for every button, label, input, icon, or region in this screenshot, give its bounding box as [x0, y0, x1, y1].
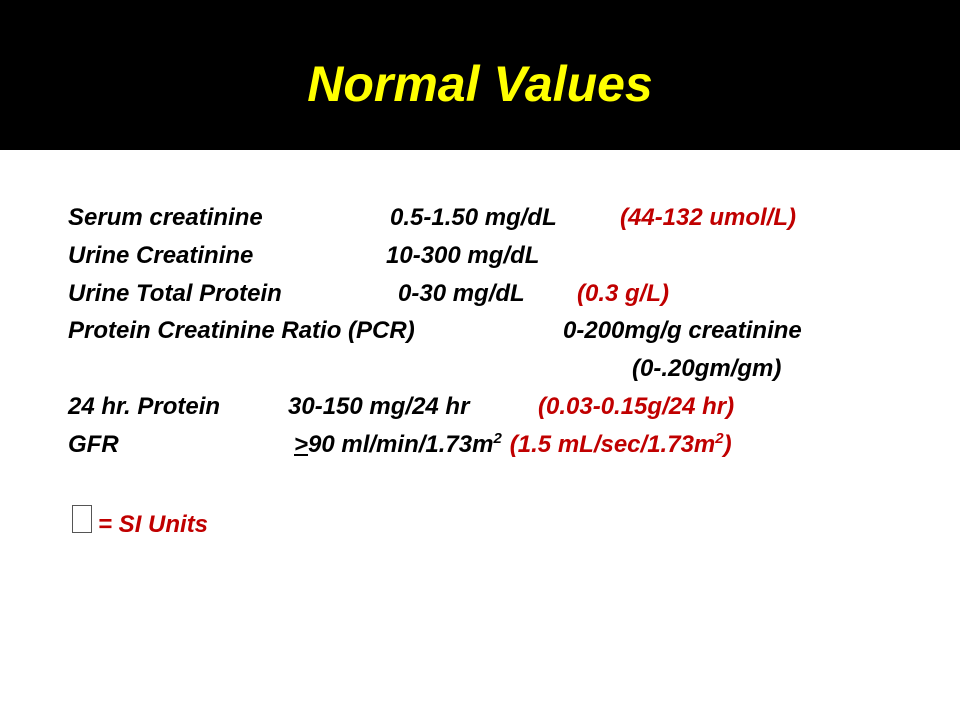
row-value: 0-200mg/g creatinine [563, 317, 802, 344]
row-value: 90 ml/min/1.73m [308, 431, 494, 458]
row-value: 10-300 mg/dL [386, 242, 540, 269]
row-value-sup: 2 [493, 430, 502, 447]
legend-symbol [72, 505, 92, 533]
row-value: 0.5-1.50 mg/dL [390, 204, 557, 231]
title: Normal Values [307, 56, 653, 112]
row-value: 30-150 mg/24 hr [288, 393, 470, 420]
row-si-end: ) [723, 431, 732, 458]
header-bar: Normal Values [0, 0, 960, 150]
row-value-prefix: > [294, 431, 309, 458]
row-label: Urine Total Protein [68, 280, 282, 307]
row-label: Protein Creatinine Ratio (PCR) [68, 317, 415, 344]
row-si: (0.3 g/L) [577, 280, 670, 307]
row-label: GFR [68, 431, 119, 458]
row-label: Urine Creatinine [68, 242, 254, 269]
row-value: 0-30 mg/dL [398, 280, 525, 307]
row-label: 24 hr. Protein [68, 393, 221, 420]
row-si: (1.5 mL/sec/1.73m [509, 431, 716, 458]
legend-text: = SI Units [98, 511, 209, 538]
row-value: (0-.20gm/gm) [632, 355, 782, 382]
row-value-group: >90 ml/min/1.73m2 (1.5 mL/sec/1.73m2) [294, 430, 732, 460]
row-si-sup: 2 [715, 430, 724, 447]
row-si: (44-132 umol/L) [620, 204, 797, 231]
row-si: (0.03-0.15g/24 hr) [538, 393, 735, 420]
row-label: Serum creatinine [68, 204, 263, 231]
